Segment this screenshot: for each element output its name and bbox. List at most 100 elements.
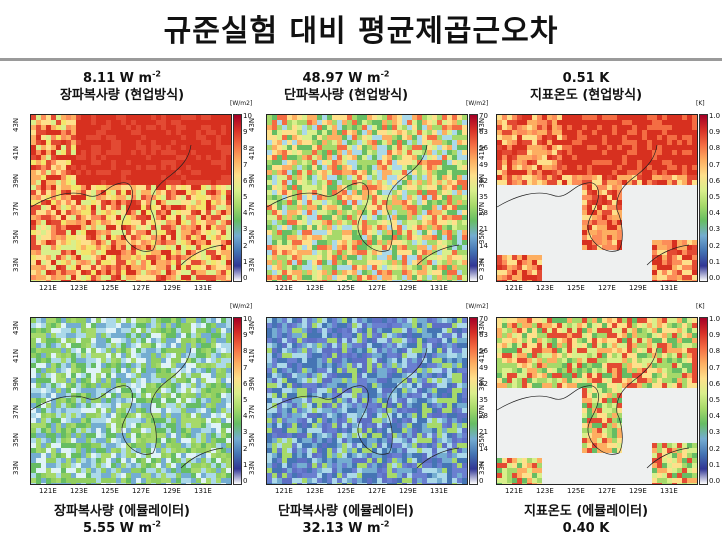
- field-cell: [427, 125, 432, 130]
- field-cell: [76, 333, 81, 338]
- field-cell: [462, 160, 467, 165]
- field-cell: [452, 280, 457, 281]
- field-cell: [126, 115, 131, 120]
- field-cell: [76, 428, 81, 433]
- field-cell: [226, 378, 231, 383]
- field-cell: [226, 270, 231, 275]
- field-cell: [36, 358, 41, 363]
- field-cell: [121, 260, 126, 265]
- field-cell: [181, 185, 186, 190]
- field-cell: [191, 433, 196, 438]
- field-cell: [332, 135, 337, 140]
- field-cell: [216, 368, 221, 373]
- field-cell: [31, 135, 36, 140]
- field-cell: [81, 398, 86, 403]
- field-cell: [226, 190, 231, 195]
- field-cell: [71, 398, 76, 403]
- field-cell: [517, 140, 522, 145]
- field-cell: [131, 478, 136, 483]
- field-cell: [667, 175, 672, 180]
- field-cell: [96, 255, 101, 260]
- field-cell: [101, 388, 106, 393]
- field-cell: [317, 150, 322, 155]
- field-cell: [537, 155, 542, 160]
- field-cell: [277, 130, 282, 135]
- field-cell: [221, 255, 226, 260]
- field-cell: [612, 180, 617, 185]
- field-cell: [502, 260, 507, 265]
- field-cell: [166, 235, 171, 240]
- field-cell: [101, 393, 106, 398]
- field-cell: [121, 160, 126, 165]
- field-cell: [317, 160, 322, 165]
- field-cell: [56, 275, 61, 280]
- field-cell: [532, 165, 537, 170]
- field-cell: [397, 210, 402, 215]
- coastline: [31, 144, 224, 266]
- field-cell: [91, 220, 96, 225]
- field-cell: [156, 373, 161, 378]
- field-cell: [156, 398, 161, 403]
- field-cell: [66, 120, 71, 125]
- field-cell: [447, 180, 452, 185]
- field-cell: [592, 125, 597, 130]
- field-cell: [76, 393, 81, 398]
- field-cell: [86, 443, 91, 448]
- field-cell: [211, 255, 216, 260]
- field-cell: [121, 363, 126, 368]
- field-cell: [297, 230, 302, 235]
- field-cell: [41, 165, 46, 170]
- field-cell: [116, 275, 121, 280]
- field-cell: [111, 433, 116, 438]
- field-cell: [61, 383, 66, 388]
- field-cell: [462, 145, 467, 150]
- field-cell: [101, 140, 106, 145]
- field-cell: [81, 275, 86, 280]
- field-cell: [417, 175, 422, 180]
- field-cell: [226, 413, 231, 418]
- field-cell: [116, 180, 121, 185]
- field-cell: [61, 428, 66, 433]
- field-cell: [437, 165, 442, 170]
- field-cell: [111, 423, 116, 428]
- field-cell: [126, 170, 131, 175]
- field-cell: [31, 115, 36, 120]
- field-cell: [161, 220, 166, 225]
- field-cell: [61, 368, 66, 373]
- field-cell: [462, 120, 467, 125]
- field-cell: [542, 160, 547, 165]
- field-cell: [91, 398, 96, 403]
- field-cell: [322, 180, 327, 185]
- field-cell: [357, 120, 362, 125]
- field-cell: [221, 318, 226, 323]
- field-cell: [156, 483, 161, 484]
- field-cell: [362, 190, 367, 195]
- field-cell: [216, 348, 221, 353]
- field-cell: [577, 140, 582, 145]
- field-cell: [161, 458, 166, 463]
- field-cell: [31, 458, 36, 463]
- field-cell: [106, 225, 111, 230]
- field-cell: [31, 240, 36, 245]
- field-cell: [121, 140, 126, 145]
- field-cell: [312, 115, 317, 120]
- field-cell: [382, 190, 387, 195]
- field-cell: [517, 135, 522, 140]
- field-cell: [106, 478, 111, 483]
- field-cell: [136, 393, 141, 398]
- field-cell: [51, 433, 56, 438]
- field-cell: [592, 130, 597, 135]
- field-cell: [91, 408, 96, 413]
- field-cell: [652, 140, 657, 145]
- field-cell: [226, 418, 231, 423]
- field-cell: [322, 220, 327, 225]
- field-cell: [56, 240, 61, 245]
- field-cell: [101, 358, 106, 363]
- field-cell: [312, 200, 317, 205]
- field-cell: [121, 125, 126, 130]
- field-cell: [282, 250, 287, 255]
- field-cell: [86, 125, 91, 130]
- field-cell: [427, 160, 432, 165]
- field-cell: [91, 245, 96, 250]
- field-cell: [196, 270, 201, 275]
